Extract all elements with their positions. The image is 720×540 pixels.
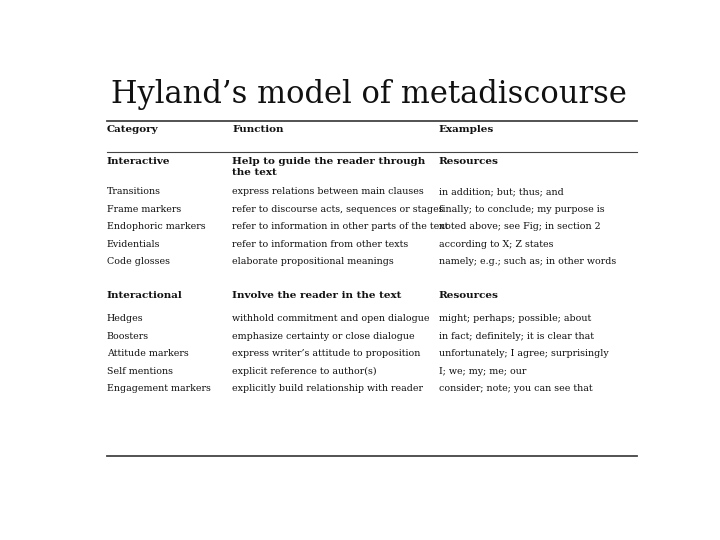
Text: Help to guide the reader through
the text: Help to guide the reader through the tex… [233,157,426,177]
Text: Interactive: Interactive [107,157,170,166]
Text: Function: Function [233,125,284,134]
Text: consider; note; you can see that: consider; note; you can see that [438,384,593,393]
Text: Transitions: Transitions [107,187,161,197]
Text: Resources: Resources [438,292,499,300]
Text: express writer’s attitude to proposition: express writer’s attitude to proposition [233,349,420,358]
Text: Hyland’s model of metadiscourse: Hyland’s model of metadiscourse [111,79,627,110]
Text: in addition; but; thus; and: in addition; but; thus; and [438,187,564,197]
Text: refer to information from other texts: refer to information from other texts [233,240,408,249]
Text: Frame markers: Frame markers [107,205,181,214]
Text: Boosters: Boosters [107,332,149,341]
Text: Endophoric markers: Endophoric markers [107,222,205,231]
Text: Involve the reader in the text: Involve the reader in the text [233,292,402,300]
Text: finally; to conclude; my purpose is: finally; to conclude; my purpose is [438,205,604,214]
Text: withhold commitment and open dialogue: withhold commitment and open dialogue [233,314,430,323]
Text: in fact; definitely; it is clear that: in fact; definitely; it is clear that [438,332,594,341]
Text: explicit reference to author(s): explicit reference to author(s) [233,367,377,376]
Text: explicitly build relationship with reader: explicitly build relationship with reade… [233,384,423,393]
Text: Self mentions: Self mentions [107,367,173,376]
Text: namely; e.g.; such as; in other words: namely; e.g.; such as; in other words [438,258,616,266]
Text: according to X; Z states: according to X; Z states [438,240,553,249]
Text: Attitude markers: Attitude markers [107,349,189,358]
Text: elaborate propositional meanings: elaborate propositional meanings [233,258,394,266]
Text: I; we; my; me; our: I; we; my; me; our [438,367,526,376]
Text: Code glosses: Code glosses [107,258,170,266]
Text: unfortunately; I agree; surprisingly: unfortunately; I agree; surprisingly [438,349,608,358]
Text: might; perhaps; possible; about: might; perhaps; possible; about [438,314,591,323]
Text: refer to information in other parts of the text: refer to information in other parts of t… [233,222,449,231]
Text: Interactional: Interactional [107,292,182,300]
Text: Hedges: Hedges [107,314,143,323]
Text: noted above; see Fig; in section 2: noted above; see Fig; in section 2 [438,222,600,231]
Text: Evidentials: Evidentials [107,240,161,249]
Text: Engagement markers: Engagement markers [107,384,211,393]
Text: emphasize certainty or close dialogue: emphasize certainty or close dialogue [233,332,415,341]
Text: express relations between main clauses: express relations between main clauses [233,187,424,197]
Text: Resources: Resources [438,157,499,166]
Text: Examples: Examples [438,125,494,134]
Text: refer to discourse acts, sequences or stages: refer to discourse acts, sequences or st… [233,205,444,214]
Text: Category: Category [107,125,158,134]
